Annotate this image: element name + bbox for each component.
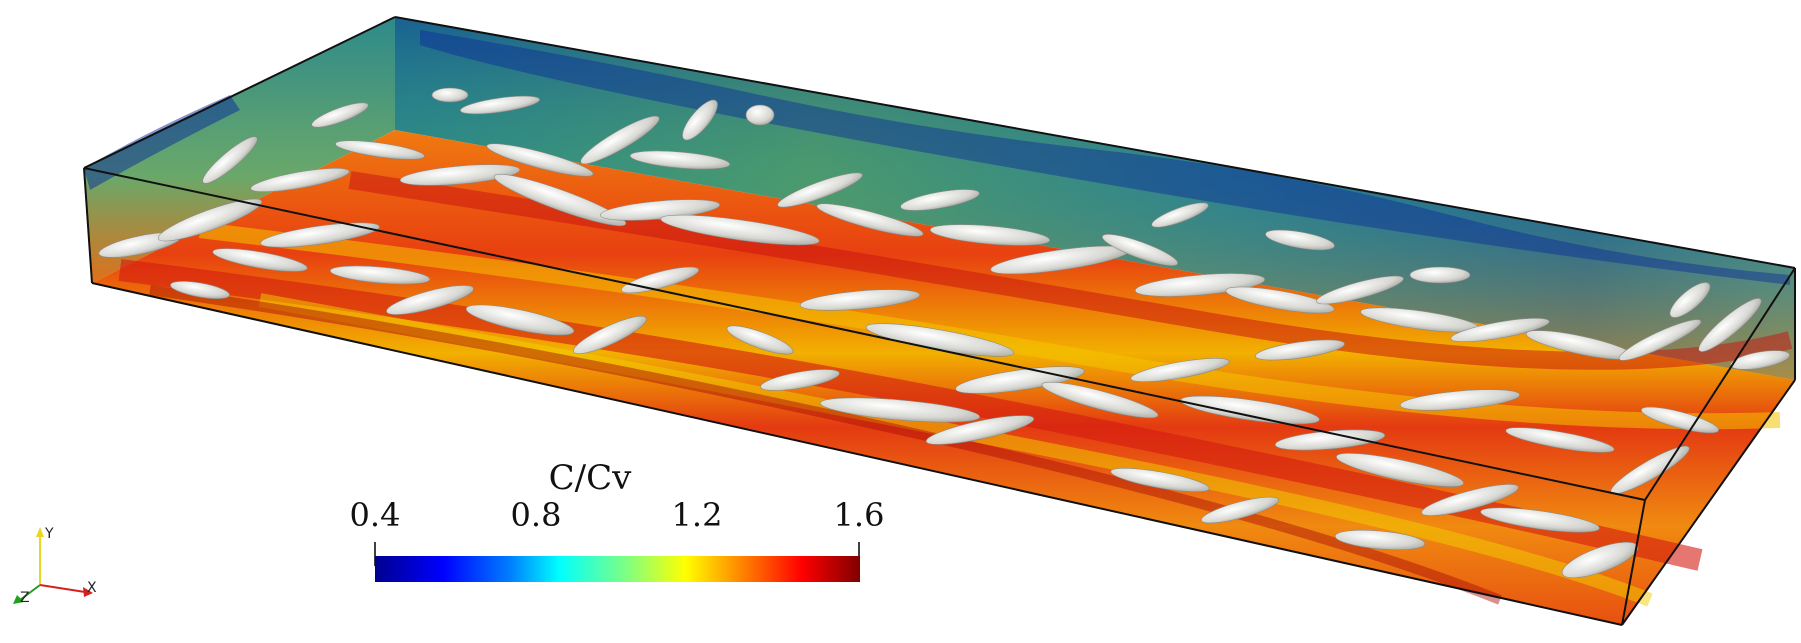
colorbar-tick-label: 1.6 — [833, 496, 885, 534]
x-axis-label: X — [87, 580, 97, 596]
colorbar-tick-label: 1.2 — [671, 496, 723, 534]
colorbar-tick-label: 0.8 — [510, 496, 562, 534]
domain-box-outline — [83, 16, 1796, 626]
axes-triad — [13, 527, 93, 604]
z-axis-label: Z — [20, 590, 30, 606]
floor-plane — [92, 130, 1795, 625]
y-axis-label: Y — [45, 526, 54, 542]
vortex-isosurfaces — [98, 87, 1790, 579]
colorbar-gradient — [375, 556, 860, 582]
colorbar-title: C/Cv — [548, 458, 632, 498]
colorbar-tick-label: 0.4 — [349, 496, 401, 534]
